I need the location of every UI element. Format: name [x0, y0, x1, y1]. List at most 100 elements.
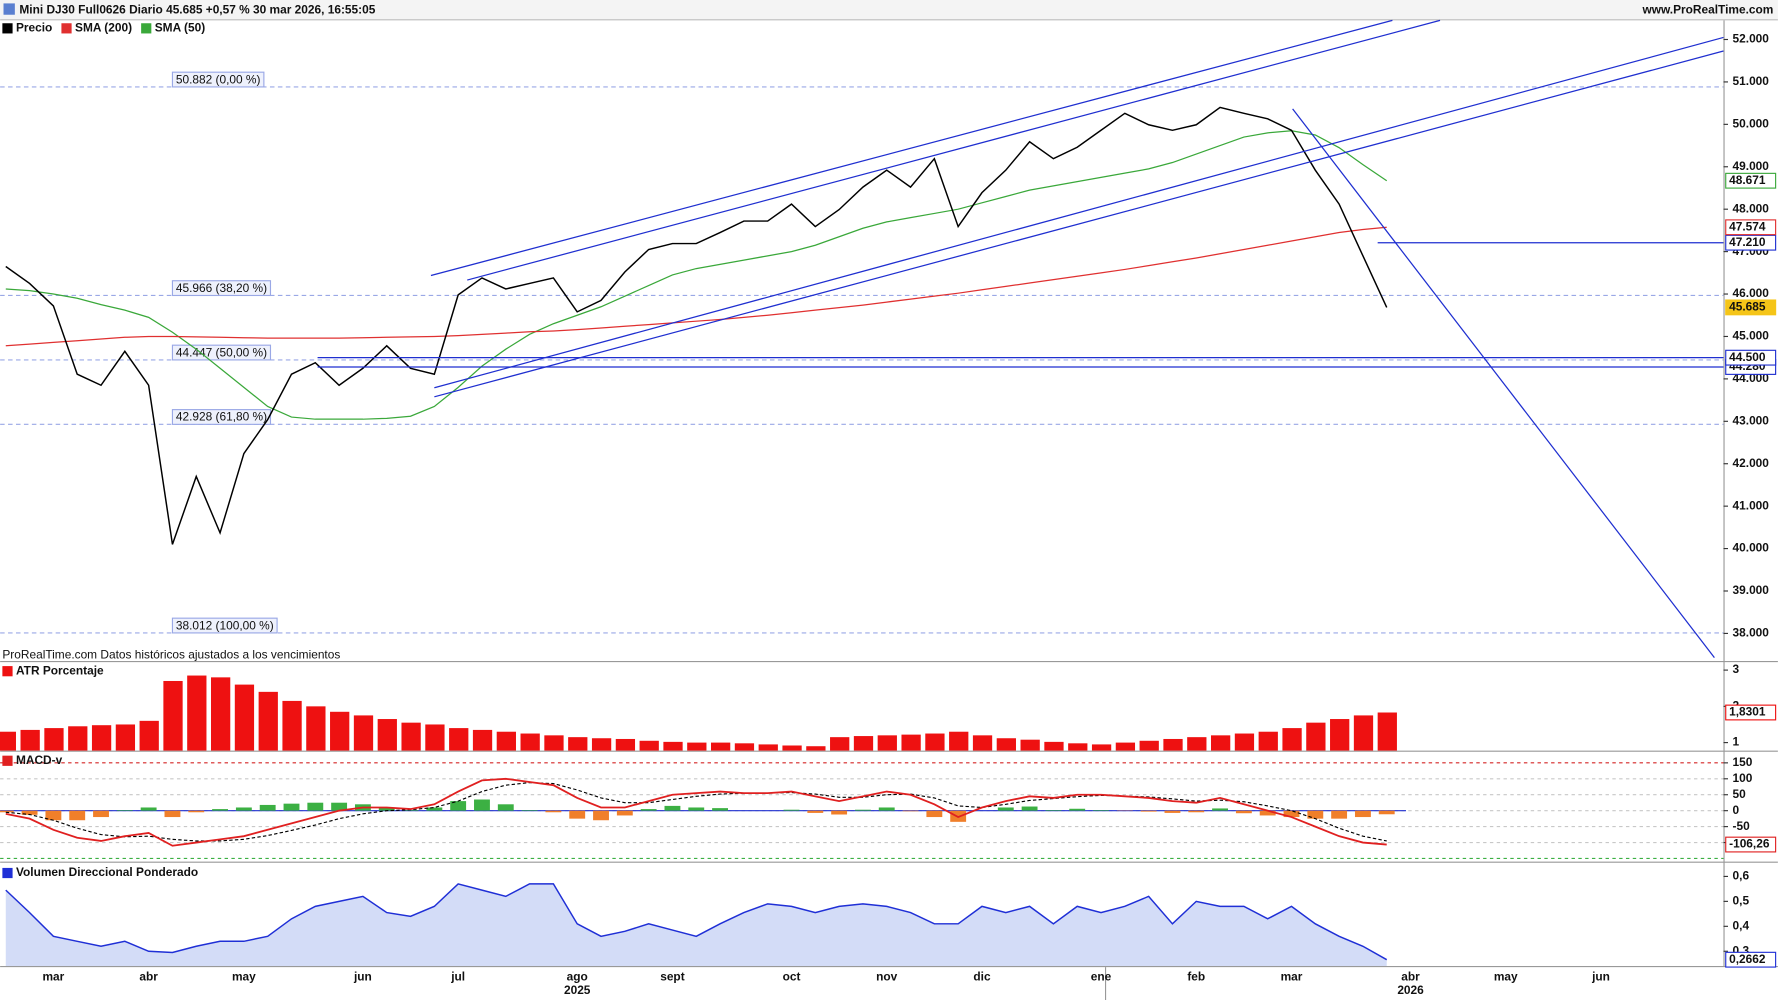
y-tick-label: 39.000 [1733, 583, 1770, 597]
histogram-bar [1188, 810, 1205, 813]
y-tick-label: 43.000 [1733, 413, 1770, 427]
bar [1139, 740, 1159, 751]
bar [20, 729, 40, 751]
histogram-bar [640, 809, 657, 811]
x-tick-label: dic [973, 969, 991, 983]
legend-swatch [2, 755, 13, 766]
histogram-bar [331, 802, 348, 811]
source: www.ProRealTime.com [1642, 2, 1774, 16]
bar [925, 733, 945, 751]
value-label: 1,8301 [1729, 705, 1766, 719]
histogram-bar [188, 810, 205, 813]
histogram-bar [902, 810, 919, 812]
bar [1163, 738, 1183, 751]
histogram-bar [1212, 808, 1229, 811]
price-line [5, 106, 1388, 545]
bar [710, 742, 731, 751]
bar [401, 722, 421, 751]
bar [972, 735, 993, 751]
x-tick-label: jun [353, 969, 372, 983]
bar [1330, 719, 1350, 751]
x-tick-label: mar [42, 969, 64, 983]
bar [877, 735, 897, 751]
histogram-bar [283, 803, 300, 811]
bar [1115, 742, 1136, 751]
bar [830, 737, 850, 751]
bar [544, 735, 564, 751]
histogram-bar [1093, 810, 1109, 811]
histogram-bar [926, 810, 943, 818]
bar [520, 733, 540, 751]
histogram-bar [545, 810, 562, 813]
histogram-bar [616, 810, 633, 816]
histogram-bar [0, 810, 14, 813]
panel-title: MACD-v [16, 753, 63, 767]
histogram-bar [997, 807, 1014, 811]
bar [687, 742, 707, 751]
legend-label: SMA (50) [155, 20, 205, 34]
y-tick-label: 42.000 [1733, 456, 1770, 470]
level-label-box [1725, 234, 1777, 251]
y-tick-label: 50.000 [1733, 116, 1770, 130]
fib-label-box [171, 280, 272, 297]
histogram-bar [69, 810, 86, 821]
bar [353, 715, 374, 751]
bar [949, 731, 969, 751]
bar [306, 706, 326, 751]
x-tick-label: ago [567, 969, 588, 983]
x-tick-label: mar [1281, 969, 1303, 983]
bar [377, 719, 397, 751]
note: ProRealTime.com Datos históricos ajustad… [2, 647, 340, 661]
year-label: 2025 [564, 983, 591, 997]
value-label-box [1725, 299, 1777, 316]
area [5, 883, 1387, 966]
histogram-bar [807, 810, 824, 813]
bar [568, 737, 588, 751]
fib-label: 45.966 (38,20 %) [176, 281, 267, 295]
histogram-bar [402, 810, 419, 811]
bar [115, 724, 136, 751]
fib-label-box [171, 617, 278, 634]
sma-line [5, 130, 1388, 420]
y-tick-label: 150 [1733, 755, 1753, 769]
channel-line [430, 19, 1393, 277]
fib-label: 42.928 (61,80 %) [176, 410, 267, 424]
y-tick-label: 100 [1733, 771, 1753, 785]
bar [806, 746, 826, 751]
x-tick-label: may [1494, 969, 1518, 983]
histogram-bar [450, 801, 467, 811]
histogram-bar [688, 807, 705, 811]
bar [901, 734, 921, 751]
histogram-bar [831, 810, 848, 815]
value-label: 48.671 [1729, 173, 1766, 187]
value-label-box [1725, 836, 1777, 853]
bar [163, 680, 183, 751]
y-tick-label: 0 [1733, 803, 1740, 817]
x-tick-label: nov [876, 969, 898, 983]
x-tick-label: jun [1591, 969, 1610, 983]
y-tick-label: 50 [1733, 787, 1747, 801]
fib-label-box [171, 344, 272, 361]
bar [1210, 735, 1231, 751]
area-line [5, 883, 1388, 961]
y-tick-label: 40.000 [1733, 541, 1770, 555]
bar [472, 729, 493, 751]
y-tick-label: 51.000 [1733, 74, 1770, 88]
bar [68, 726, 88, 751]
fib-label: 50.882 (0,00 %) [176, 72, 261, 86]
histogram-bar [93, 810, 109, 818]
histogram-bar [497, 804, 514, 811]
histogram-bar [1069, 808, 1086, 811]
x-tick-label: oct [783, 969, 801, 983]
histogram-bar [1378, 810, 1395, 815]
histogram-bar [307, 802, 324, 811]
histogram-bar [878, 807, 895, 811]
y-tick-label: 45.000 [1733, 329, 1770, 343]
y-tick-label: 38.000 [1733, 626, 1770, 640]
histogram-bar [593, 810, 609, 821]
bar [1234, 733, 1255, 751]
y-tick-label: 0,4 [1733, 918, 1750, 932]
x-tick-label: ene [1091, 969, 1112, 983]
